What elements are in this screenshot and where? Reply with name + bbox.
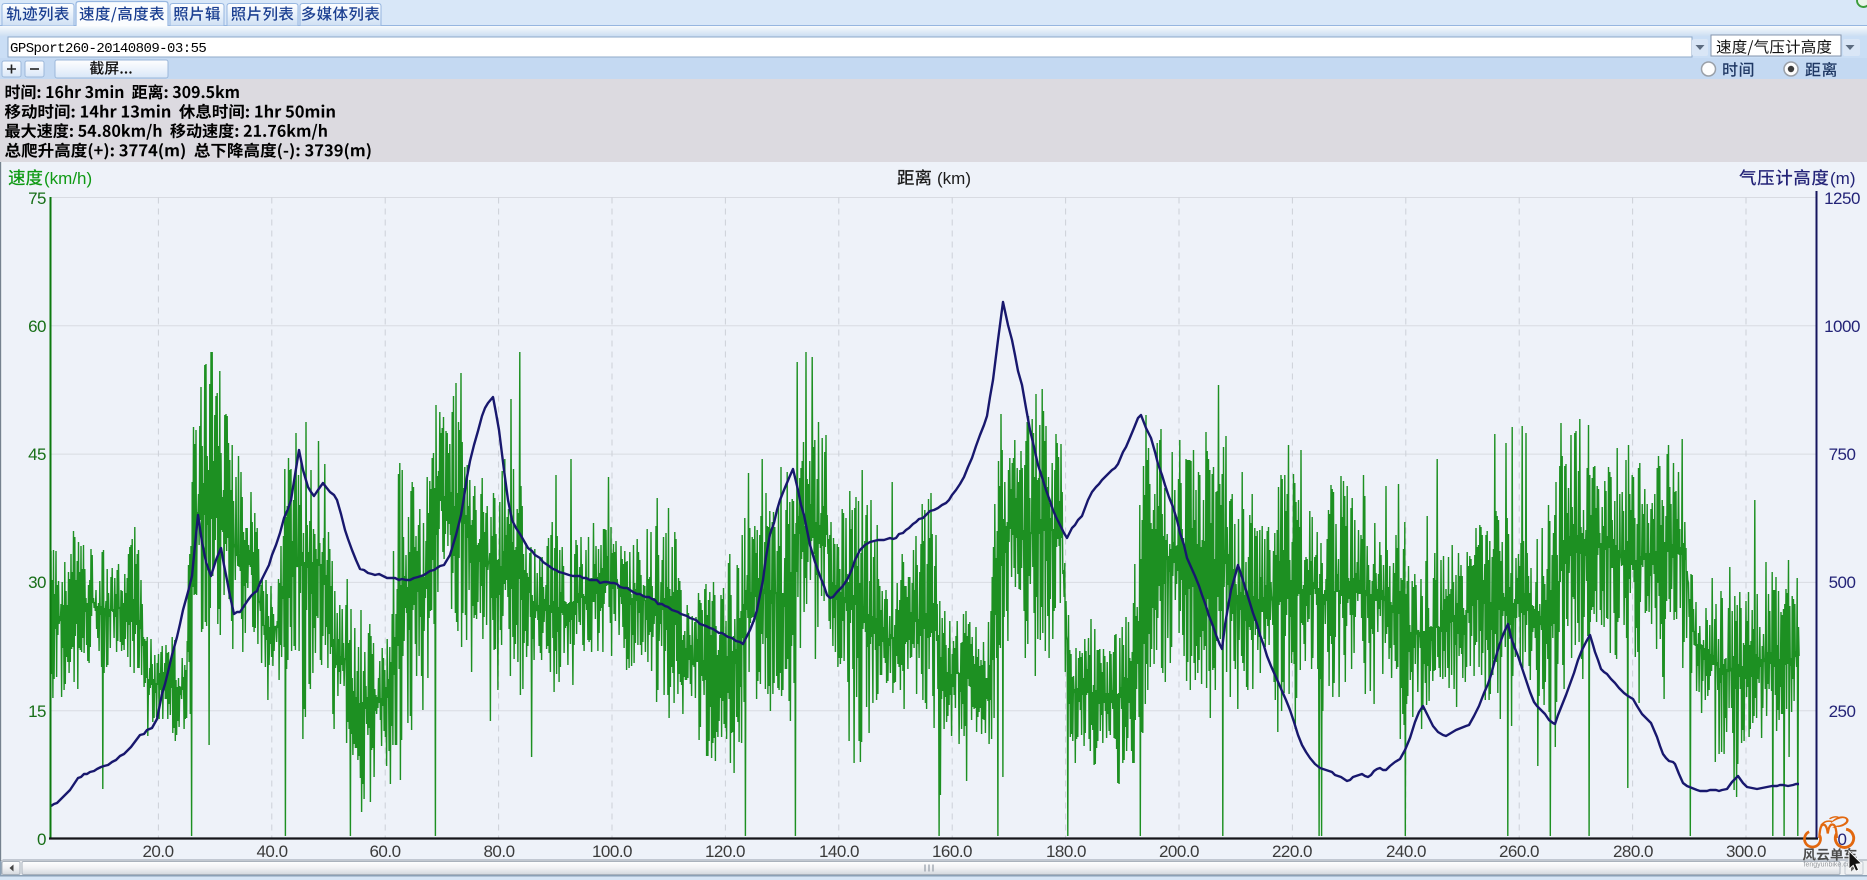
svg-text:750: 750 xyxy=(1829,445,1856,464)
svg-text:180.0: 180.0 xyxy=(1046,842,1086,861)
svg-text:60.0: 60.0 xyxy=(369,842,400,861)
svg-text:240.0: 240.0 xyxy=(1386,842,1426,861)
svg-text:30: 30 xyxy=(28,573,46,592)
svg-text:45: 45 xyxy=(28,445,46,464)
svg-text:(m): (m) xyxy=(1830,169,1855,188)
svg-text:GPSport260-20140809-03:55: GPSport260-20140809-03:55 xyxy=(10,41,206,57)
svg-text:0: 0 xyxy=(1838,830,1847,849)
svg-text:1250: 1250 xyxy=(1824,189,1860,208)
svg-text:60: 60 xyxy=(28,317,46,336)
svg-text:250: 250 xyxy=(1829,702,1856,721)
svg-text:20.0: 20.0 xyxy=(142,842,173,861)
svg-text:fengyunbike.com: fengyunbike.com xyxy=(1804,862,1857,869)
svg-text:140.0: 140.0 xyxy=(819,842,859,861)
svg-text:(km/h): (km/h) xyxy=(44,169,92,188)
svg-text:80.0: 80.0 xyxy=(483,842,514,861)
svg-text:40.0: 40.0 xyxy=(256,842,287,861)
svg-text:200.0: 200.0 xyxy=(1159,842,1199,861)
svg-text:280.0: 280.0 xyxy=(1613,842,1653,861)
svg-text:0: 0 xyxy=(37,830,46,849)
svg-text:15: 15 xyxy=(28,702,46,721)
svg-text:1000: 1000 xyxy=(1824,317,1860,336)
svg-text:220.0: 220.0 xyxy=(1272,842,1312,861)
svg-text:260.0: 260.0 xyxy=(1499,842,1539,861)
svg-text:160.0: 160.0 xyxy=(932,842,972,861)
svg-text:120.0: 120.0 xyxy=(705,842,745,861)
svg-text:300.0: 300.0 xyxy=(1726,842,1766,861)
svg-text:(km): (km) xyxy=(937,169,971,188)
svg-text:75: 75 xyxy=(28,189,46,208)
svg-text:500: 500 xyxy=(1829,573,1856,592)
svg-text:100.0: 100.0 xyxy=(592,842,632,861)
